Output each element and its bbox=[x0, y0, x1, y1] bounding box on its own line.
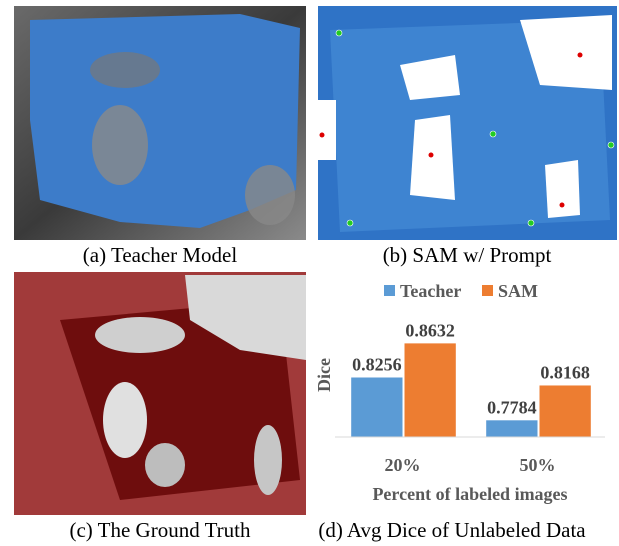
value-label: 0.8256 bbox=[352, 354, 402, 374]
caption: (b) SAM w/ Prompt bbox=[383, 243, 552, 267]
prompt-point bbox=[346, 219, 354, 227]
sam-image bbox=[318, 6, 617, 240]
prompt-point bbox=[335, 29, 343, 37]
legend-swatch bbox=[384, 285, 395, 296]
tissue bbox=[145, 443, 185, 487]
prompt-point bbox=[428, 152, 434, 158]
prompt-point bbox=[319, 132, 325, 138]
prompt-point bbox=[577, 52, 583, 58]
bar bbox=[351, 377, 403, 437]
legend-swatch bbox=[482, 285, 493, 296]
x-tick-label: 20% bbox=[385, 455, 421, 475]
prompt-points bbox=[319, 52, 583, 208]
sam-region bbox=[410, 115, 455, 200]
sam-region bbox=[545, 160, 580, 218]
caption: (c) The Ground Truth bbox=[69, 518, 251, 542]
negative-points bbox=[335, 29, 615, 227]
prompt-point bbox=[527, 219, 535, 227]
sam-region bbox=[520, 15, 612, 90]
bar bbox=[404, 343, 456, 437]
bar bbox=[539, 385, 591, 437]
sam-region bbox=[400, 55, 460, 100]
prompt-point bbox=[559, 202, 565, 208]
tissue bbox=[103, 382, 147, 458]
tissue bbox=[90, 52, 160, 88]
sam-region bbox=[318, 100, 336, 160]
prompt-point bbox=[489, 130, 497, 138]
value-label: 0.7784 bbox=[487, 397, 537, 417]
ground-truth-image bbox=[14, 272, 306, 515]
teacher-image bbox=[14, 6, 306, 240]
tissue bbox=[245, 165, 295, 225]
y-axis-title: Dice bbox=[314, 358, 334, 392]
legend-label: SAM bbox=[498, 281, 538, 301]
x-axis-title: Percent of labeled images bbox=[372, 484, 567, 504]
tissue bbox=[95, 317, 185, 353]
prompt-point bbox=[607, 141, 615, 149]
value-label: 0.8168 bbox=[540, 362, 590, 382]
value-label: 0.8632 bbox=[405, 320, 455, 340]
caption: (d) Avg Dice of Unlabeled Data bbox=[318, 518, 586, 542]
x-tick-label: 50% bbox=[520, 455, 556, 475]
bar bbox=[486, 420, 538, 437]
tissue bbox=[92, 105, 148, 185]
caption: (a) Teacher Model bbox=[83, 243, 238, 267]
legend-label: Teacher bbox=[400, 281, 461, 301]
tissue bbox=[254, 425, 282, 495]
tissue bbox=[185, 275, 306, 360]
